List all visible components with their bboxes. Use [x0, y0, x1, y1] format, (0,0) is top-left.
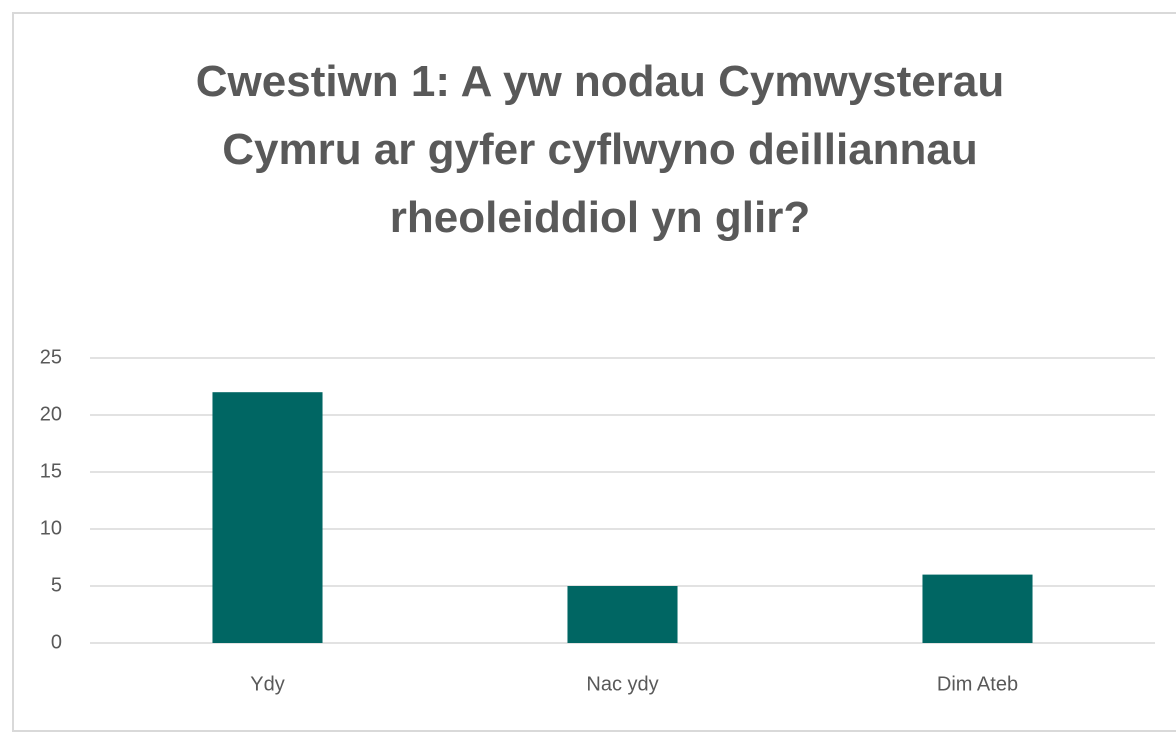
- page: Cwestiwn 1: A yw nodau Cymwysterau Cymru…: [12, 12, 1176, 732]
- chart: 0 5 10 15 20 25 Ydy Nac ydy Dim Ateb: [40, 346, 1155, 695]
- y-tick-label: 10: [40, 517, 62, 539]
- x-tick-label: Dim Ateb: [937, 673, 1018, 695]
- y-tick-label: 5: [51, 574, 62, 596]
- x-tick-label: Nac ydy: [586, 673, 658, 695]
- x-tick-label: Ydy: [250, 673, 284, 695]
- y-tick-label: 0: [51, 631, 62, 653]
- y-tick-label: 15: [40, 460, 62, 482]
- y-tick-label: 20: [40, 403, 62, 425]
- chart-title: Cwestiwn 1: A yw nodau Cymwysterau Cymru…: [195, 57, 1005, 242]
- bar: [212, 392, 323, 643]
- bar: [567, 586, 678, 643]
- y-tick-label: 25: [40, 346, 62, 368]
- bar: [922, 574, 1033, 643]
